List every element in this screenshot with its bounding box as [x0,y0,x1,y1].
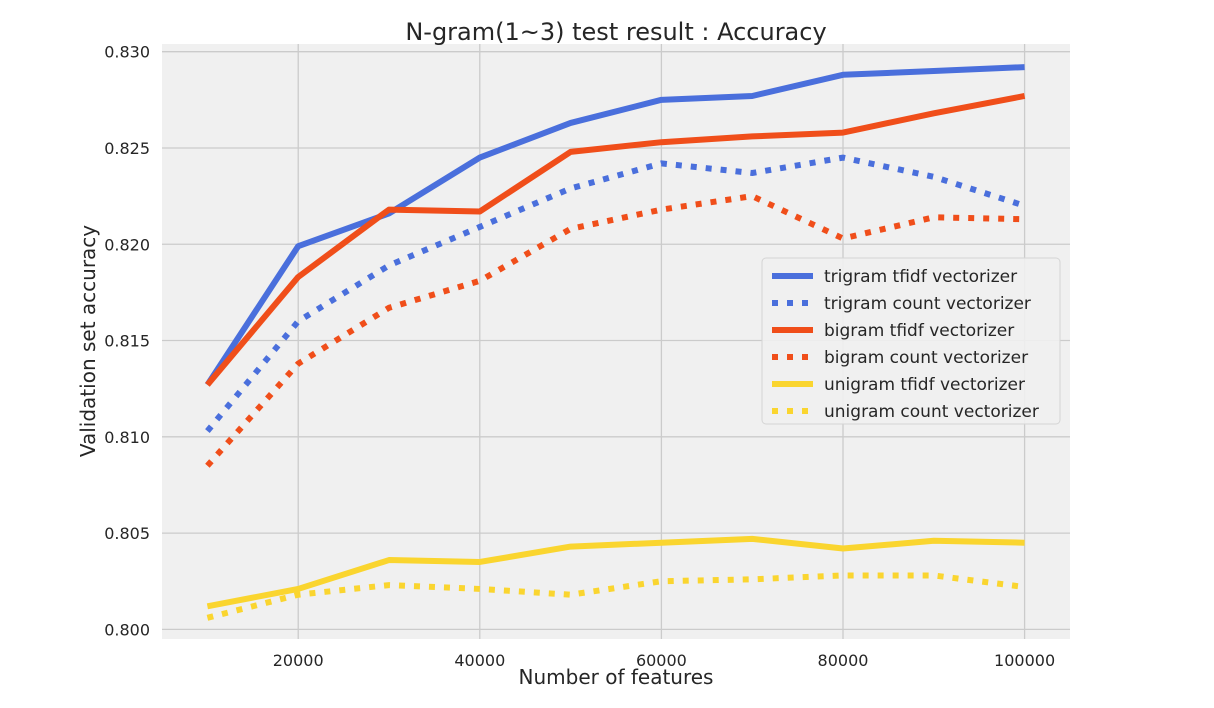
series-line-4 [206,535,1025,610]
series-layer [204,64,1026,621]
y-tick-label: 0.820 [104,235,150,254]
legend-label: unigram count vectorizer [824,402,1039,422]
legend: trigram tfidf vectorizer trigram count ve… [761,257,1061,425]
series-line-2 [205,93,1026,387]
legend-label: unigram tfidf vectorizer [824,375,1025,395]
tick-layer: 20000 40000 60000 80000 100000 0.800 0.805 0.81… [104,43,1055,670]
y-axis-label: Validation set accuracy [76,225,100,457]
x-tick-label: 60000 [636,651,687,670]
legend-label: trigram count vectorizer [824,294,1031,314]
y-tick-label: 0.800 [104,620,150,639]
x-tick-label: 40000 [454,651,505,670]
series-line-0 [204,64,1025,387]
series-line-5 [206,572,1025,621]
y-tick-label: 0.830 [104,43,150,62]
x-tick-label: 100000 [994,651,1055,670]
x-tick-label: 20000 [273,651,324,670]
legend-label: bigram count vectorizer [824,348,1028,368]
y-tick-label: 0.805 [104,524,150,543]
legend-box [761,257,1061,425]
legend-items: trigram tfidf vectorizer trigram count ve… [772,267,1039,422]
y-tick-label: 0.810 [104,428,150,447]
legend-label: trigram tfidf vectorizer [824,267,1017,287]
x-axis-label: Number of features [519,665,714,689]
y-tick-label: 0.815 [104,332,150,351]
series-line-1 [205,154,1026,433]
y-tick-label: 0.825 [104,139,150,158]
chart-title: N-gram(1~3) test result : Accuracy [405,18,826,46]
x-tick-label: 80000 [818,651,869,670]
legend-label: bigram tfidf vectorizer [824,321,1014,341]
